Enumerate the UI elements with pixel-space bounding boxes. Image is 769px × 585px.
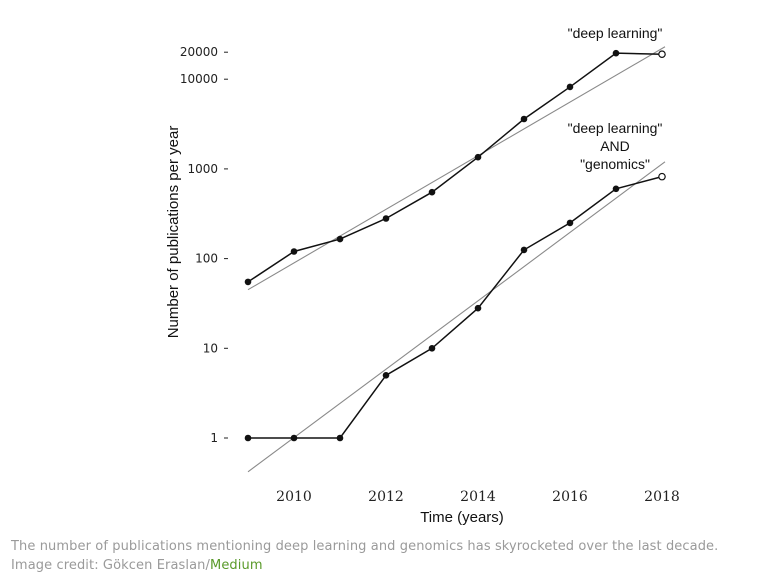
- series-lines: [247, 52, 663, 439]
- data-point: [658, 50, 666, 58]
- data-points: [244, 49, 666, 442]
- series-annotation-line: "deep learning": [568, 25, 663, 41]
- figure-caption: The number of publications mentioning de…: [11, 537, 761, 575]
- data-point: [290, 434, 298, 442]
- x-axis-label: Time (years): [420, 509, 504, 526]
- y-tick-label: 10000: [180, 72, 218, 86]
- y-axis-label: Number of publications per year: [165, 126, 182, 339]
- series-annotation-line: "genomics": [580, 156, 650, 172]
- data-point: [244, 434, 252, 442]
- data-point: [520, 115, 528, 123]
- trend-line-1: [247, 161, 666, 473]
- data-point: [336, 434, 344, 442]
- y-tick-label: 1: [210, 431, 218, 445]
- medium-link[interactable]: Medium: [210, 558, 263, 573]
- data-point: [290, 248, 298, 255]
- caption-text: The number of publications mentioning de…: [11, 539, 719, 573]
- data-point: [520, 246, 528, 254]
- y-tick-label: 1000: [187, 162, 218, 176]
- trend-line-0: [247, 46, 666, 291]
- series-annotation-line: AND: [600, 138, 630, 154]
- data-point: [612, 49, 620, 57]
- y-tick-label: 100: [195, 252, 218, 266]
- data-point: [474, 153, 482, 161]
- series-line-1: [248, 175, 663, 439]
- data-point: [336, 235, 344, 243]
- y-tick-label: 20000: [180, 45, 218, 59]
- x-tick-label: 2010: [276, 489, 312, 505]
- data-point: [566, 219, 574, 227]
- data-point: [382, 215, 390, 222]
- data-point: [382, 372, 390, 379]
- trend-lines: [247, 46, 666, 473]
- x-tick-label: 2018: [644, 489, 680, 505]
- data-point: [612, 185, 620, 193]
- x-tick-label: 2012: [368, 489, 404, 505]
- data-point: [244, 278, 252, 286]
- x-axis-ticks: 2010 2012 2014 2016 2018: [276, 489, 680, 505]
- y-axis-ticks: 1 10 100 1000 10000 20000: [180, 45, 228, 445]
- data-point: [474, 304, 482, 312]
- series-line-0: [247, 52, 663, 283]
- series-annotation-line: "deep learning": [568, 120, 663, 136]
- data-point: [658, 172, 666, 181]
- data-point: [428, 345, 436, 352]
- series-annotations: "deep learning" "deep learning" AND "genomi…: [568, 25, 663, 172]
- y-tick-label: 10: [203, 341, 218, 355]
- x-tick-label: 2014: [460, 489, 496, 505]
- data-point: [428, 188, 436, 196]
- x-tick-label: 2016: [552, 489, 588, 505]
- data-point: [566, 83, 574, 91]
